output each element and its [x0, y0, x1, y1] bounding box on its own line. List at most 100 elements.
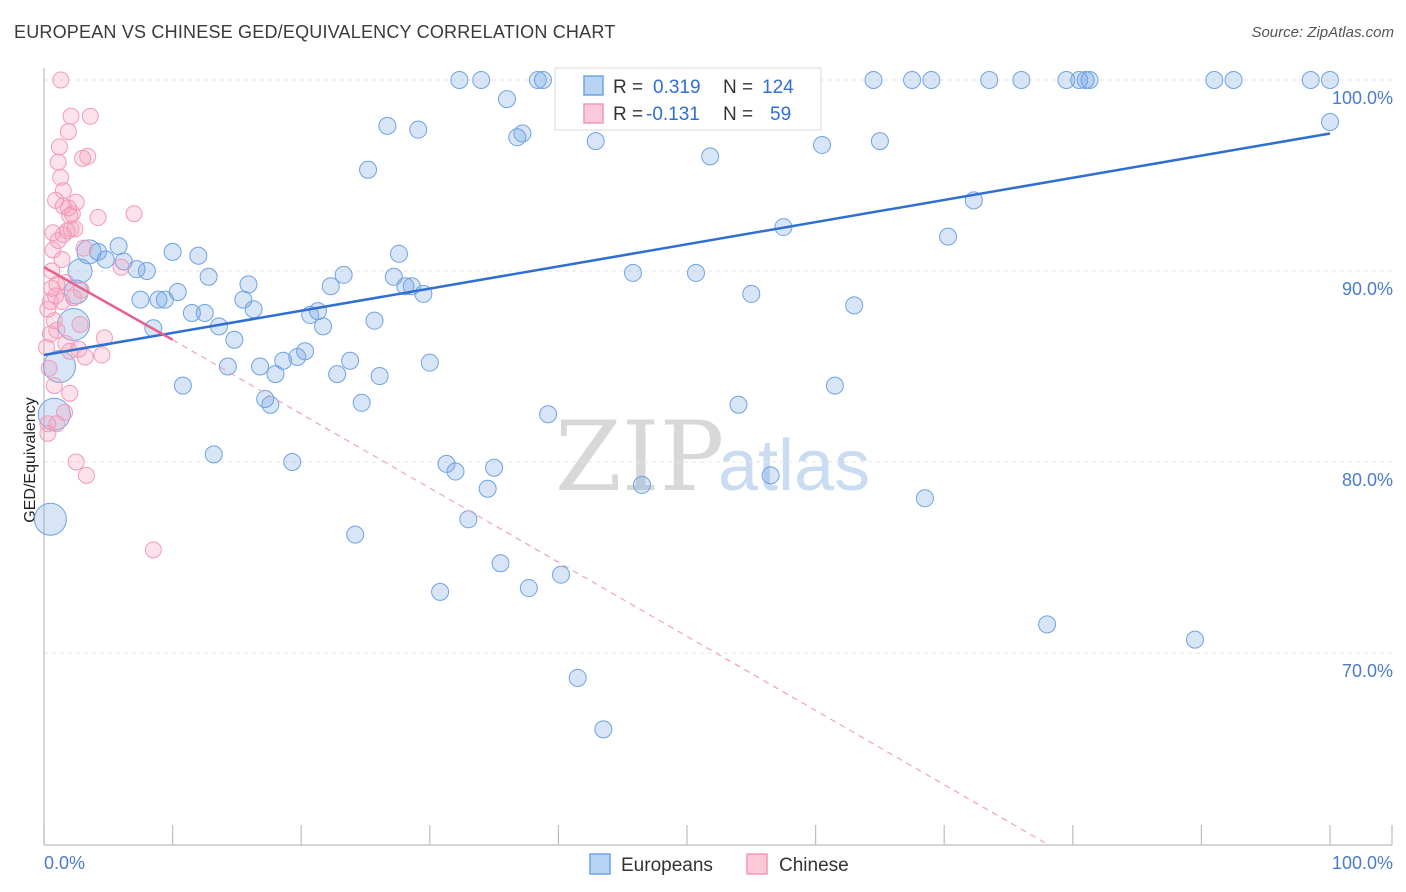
- european-point-65: [478, 479, 497, 498]
- legend-r-label-chinese: R =: [613, 104, 643, 125]
- chinese-point-50: [93, 346, 111, 364]
- gridlines: [44, 79, 1392, 654]
- european-point-32: [256, 389, 275, 408]
- european-point-63: [459, 510, 478, 529]
- european-point-21: [189, 246, 208, 265]
- tick-labels: 100.0% 90.0% 80.0% 70.0% 0.0% 100.0%: [44, 88, 1393, 873]
- european-point-59: [431, 582, 450, 601]
- european-point-123: [1301, 71, 1320, 89]
- chinese-point-17: [50, 138, 68, 156]
- stats-legend: R = 0.319 N = 124 R = -0.131 N = 59: [554, 67, 822, 131]
- source-credit: Source: ZipAtlas.com: [1251, 24, 1394, 41]
- european-point-118: [1076, 71, 1095, 89]
- european-point-30: [244, 300, 263, 319]
- y-tick-label-1: 90.0%: [1342, 279, 1393, 299]
- watermark-atlas: atlas: [718, 426, 870, 506]
- chinese-point-0: [39, 415, 57, 433]
- chinese-points: [38, 71, 162, 559]
- european-point-70: [513, 124, 532, 143]
- y-tick-label-0: 100.0%: [1332, 88, 1393, 108]
- european-point-124: [1321, 71, 1339, 89]
- european-point-27: [225, 330, 244, 349]
- european-point-23: [199, 267, 218, 286]
- chinese-point-45: [76, 348, 94, 366]
- european-point-19: [173, 376, 192, 395]
- european-point-85: [632, 475, 651, 494]
- chinese-point-54: [144, 541, 162, 559]
- european-point-110: [922, 71, 941, 89]
- european-point-120: [1185, 630, 1204, 649]
- chinese-point-16: [49, 153, 67, 171]
- european-point-103: [813, 135, 832, 154]
- european-point-114: [1012, 71, 1031, 89]
- bottom-legend-european: Europeans: [621, 855, 713, 876]
- european-point-42: [321, 277, 340, 296]
- european-point-29: [239, 275, 258, 294]
- european-trend-line: [43, 132, 1331, 357]
- european-point-40: [308, 302, 327, 321]
- trend-lines: [43, 132, 1331, 845]
- chinese-point-8: [45, 377, 63, 395]
- european-point-73: [533, 71, 552, 89]
- european-point-117: [1070, 71, 1089, 89]
- european-point-48: [359, 160, 378, 179]
- european-point-60: [437, 454, 456, 473]
- european-point-8: [96, 250, 115, 269]
- european-point-12: [131, 290, 150, 309]
- european-point-13: [137, 262, 156, 280]
- european-point-46: [346, 525, 365, 544]
- x-tick-label-left: 0.0%: [44, 853, 85, 873]
- european-point-31: [251, 357, 270, 376]
- european-point-33: [261, 395, 280, 414]
- european-point-52: [384, 267, 403, 286]
- chinese-point-56: [39, 300, 57, 318]
- chinese-point-41: [71, 315, 89, 333]
- bottom-legend-swatch-chinese: [746, 853, 768, 875]
- european-point-116: [1057, 71, 1076, 89]
- european-point-105: [845, 296, 864, 315]
- european-point-71: [519, 579, 538, 598]
- european-point-84: [623, 263, 642, 282]
- chinese-trend-extension: [172, 339, 1048, 845]
- legend-r-value-european: 0.319: [653, 77, 701, 98]
- chinese-point-21: [53, 251, 71, 269]
- chinese-point-44: [75, 239, 93, 257]
- european-point-104: [825, 376, 844, 395]
- chinese-point-6: [44, 241, 62, 259]
- european-point-58: [420, 353, 439, 372]
- european-point-51: [378, 116, 397, 135]
- chinese-trend-line: [43, 266, 174, 341]
- chinese-point-49: [89, 209, 107, 227]
- european-point-64: [472, 71, 491, 89]
- european-point-34: [266, 365, 285, 384]
- chinese-point-52: [112, 258, 130, 276]
- european-point-72: [528, 71, 547, 89]
- european-point-54: [396, 277, 415, 296]
- european-point-74: [539, 405, 558, 424]
- european-point-1: [37, 397, 71, 431]
- european-point-119: [1080, 71, 1099, 89]
- european-point-90: [687, 263, 706, 282]
- chinese-point-12: [48, 321, 66, 339]
- european-point-22: [195, 304, 214, 323]
- european-point-79: [586, 132, 605, 151]
- european-point-122: [1224, 71, 1243, 89]
- european-point-92: [701, 147, 720, 166]
- european-point-68: [497, 90, 516, 109]
- european-point-62: [450, 71, 469, 89]
- european-point-121: [1205, 71, 1224, 89]
- european-point-99: [761, 466, 780, 485]
- european-point-7: [89, 242, 108, 261]
- x-tick-label-right: 100.0%: [1332, 853, 1393, 873]
- legend-n-label-chinese: N =: [723, 104, 753, 125]
- chart-title: EUROPEAN VS CHINESE GED/EQUIVALENCY CORR…: [14, 22, 616, 42]
- european-point-41: [314, 317, 333, 336]
- european-point-95: [729, 395, 748, 414]
- european-point-56: [409, 120, 428, 139]
- chinese-point-31: [61, 384, 79, 402]
- european-point-109: [915, 489, 934, 508]
- european-point-49: [365, 311, 384, 330]
- european-point-20: [182, 304, 201, 323]
- chinese-point-57: [39, 424, 57, 442]
